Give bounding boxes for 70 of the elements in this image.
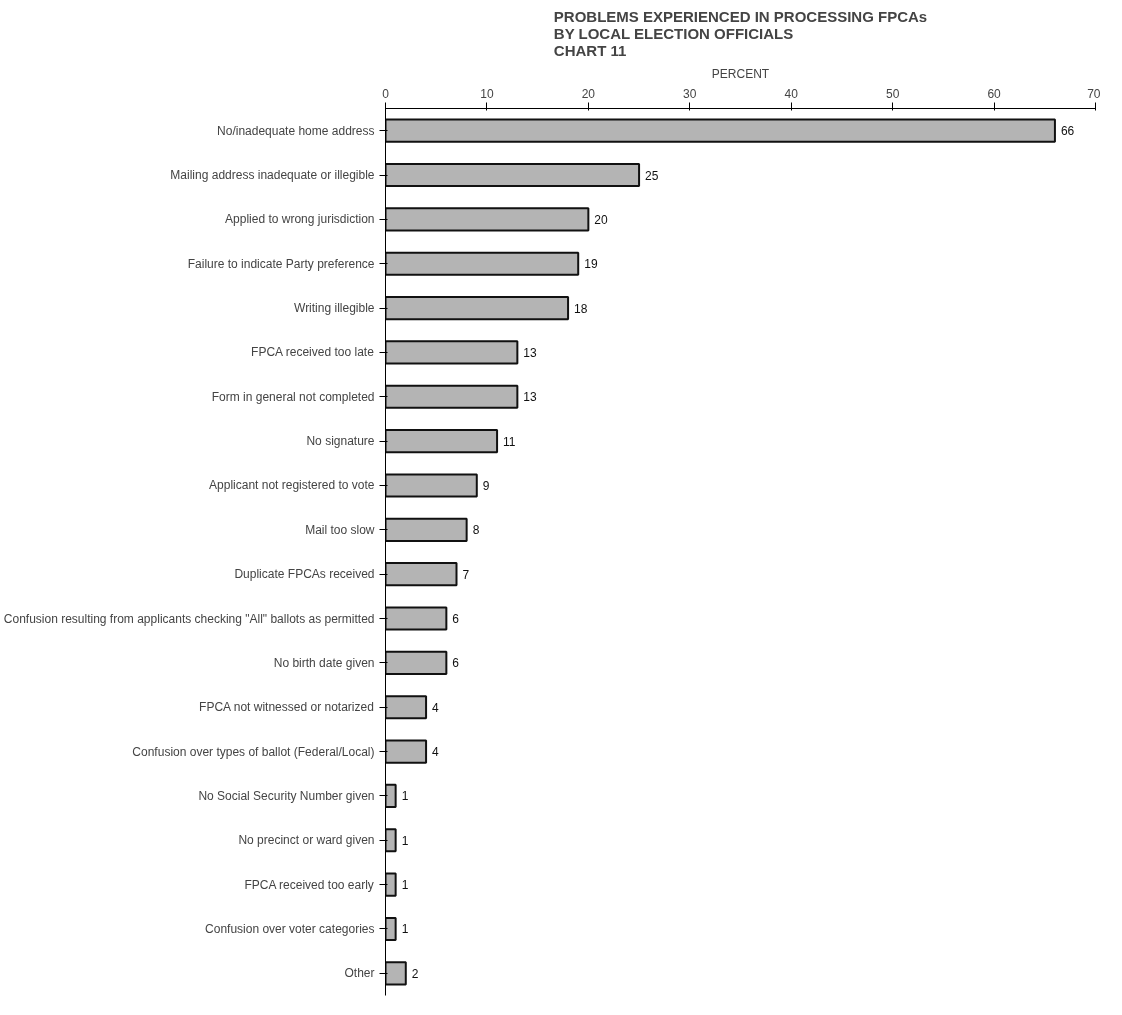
bar (385, 872, 397, 897)
y-tick-label: FPCA not witnessed or notarized (199, 700, 374, 715)
data-label: 19 (584, 257, 598, 272)
y-tick-label: No signature (306, 434, 375, 449)
y-tick-label: Confusion over voter categories (205, 921, 375, 936)
bar (385, 695, 428, 720)
bar (385, 562, 458, 587)
y-tick-label: Mail too slow (305, 522, 375, 537)
bar (385, 916, 397, 942)
x-tick-label: 60 (987, 86, 1002, 101)
data-label: 13 (523, 345, 538, 360)
bar (385, 207, 590, 232)
bar (385, 739, 428, 764)
y-tick-label: FPCA received too late (251, 345, 375, 360)
y-tick-label: Duplicate FPCAs received (234, 567, 375, 582)
y-tick-label: Mailing address inadequate or illegible (170, 168, 375, 183)
x-tick-label: 50 (885, 86, 900, 101)
y-tick-label: Other (344, 966, 375, 981)
data-label: 66 (1060, 124, 1075, 139)
data-label: 6 (452, 656, 460, 671)
data-label: 20 (594, 212, 609, 227)
bar (385, 295, 570, 321)
bar (385, 828, 397, 853)
data-label: 13 (523, 390, 538, 405)
y-tick-label: Form in general not completed (211, 389, 375, 404)
bar (385, 517, 468, 542)
data-label: 8 (472, 523, 480, 538)
bar (385, 473, 478, 498)
y-tick-label: Applicant not registered to vote (209, 478, 375, 493)
bar (385, 961, 407, 986)
x-axis-title: PERCENT (711, 66, 770, 81)
chart-title: PROBLEMS EXPERIENCED IN PROCESSING FPCAs BY LOCAL ELECTION OFFICIALS CHART 11 (553, 7, 928, 59)
x-tick-label: 20 (581, 86, 596, 101)
x-tick-label: 30 (683, 86, 697, 101)
y-tick-label: Failure to indicate Party preference (187, 256, 375, 271)
bar (385, 118, 1056, 143)
y-tick-label: No precinct or ward given (238, 833, 375, 848)
data-label: 25 (645, 168, 659, 183)
data-label: 18 (574, 301, 588, 316)
y-tick-label: Confusion over types of ballot (Federal/Local) (132, 744, 375, 759)
y-tick-label: Writing illegible (294, 301, 375, 316)
x-tick-label: 0 (382, 86, 390, 101)
bar (385, 340, 519, 365)
x-tick-label: 10 (480, 86, 494, 101)
bar (385, 606, 448, 631)
data-label: 4 (432, 700, 440, 715)
y-tick-label: FPCA received too early (244, 877, 374, 892)
data-label: 2 (411, 966, 419, 981)
data-label: 1 (401, 833, 409, 848)
data-label: 7 (462, 567, 470, 582)
data-label: 9 (482, 478, 490, 493)
x-tick-label: 40 (784, 86, 799, 101)
data-label: 1 (401, 789, 409, 804)
y-tick-label: Confusion resulting from applicants checking "All" ballots as permitted (3, 611, 375, 626)
bar (385, 429, 499, 454)
y-tick-label: No Social Security Number given (198, 788, 375, 803)
bar (385, 251, 580, 276)
y-tick-label: Applied to wrong jurisdiction (225, 212, 375, 227)
data-label: 1 (401, 922, 409, 937)
y-tick-label: No birth date given (273, 655, 375, 670)
data-label: 11 (503, 434, 516, 449)
data-label: 4 (432, 745, 440, 760)
bar (385, 783, 397, 809)
data-label: 6 (452, 612, 460, 627)
bar (385, 162, 641, 188)
x-tick-label: 70 (1087, 86, 1101, 101)
bar (385, 650, 448, 675)
data-label: 1 (401, 878, 409, 893)
y-tick-label: No/inadequate home address (217, 123, 375, 138)
bar (385, 384, 519, 409)
